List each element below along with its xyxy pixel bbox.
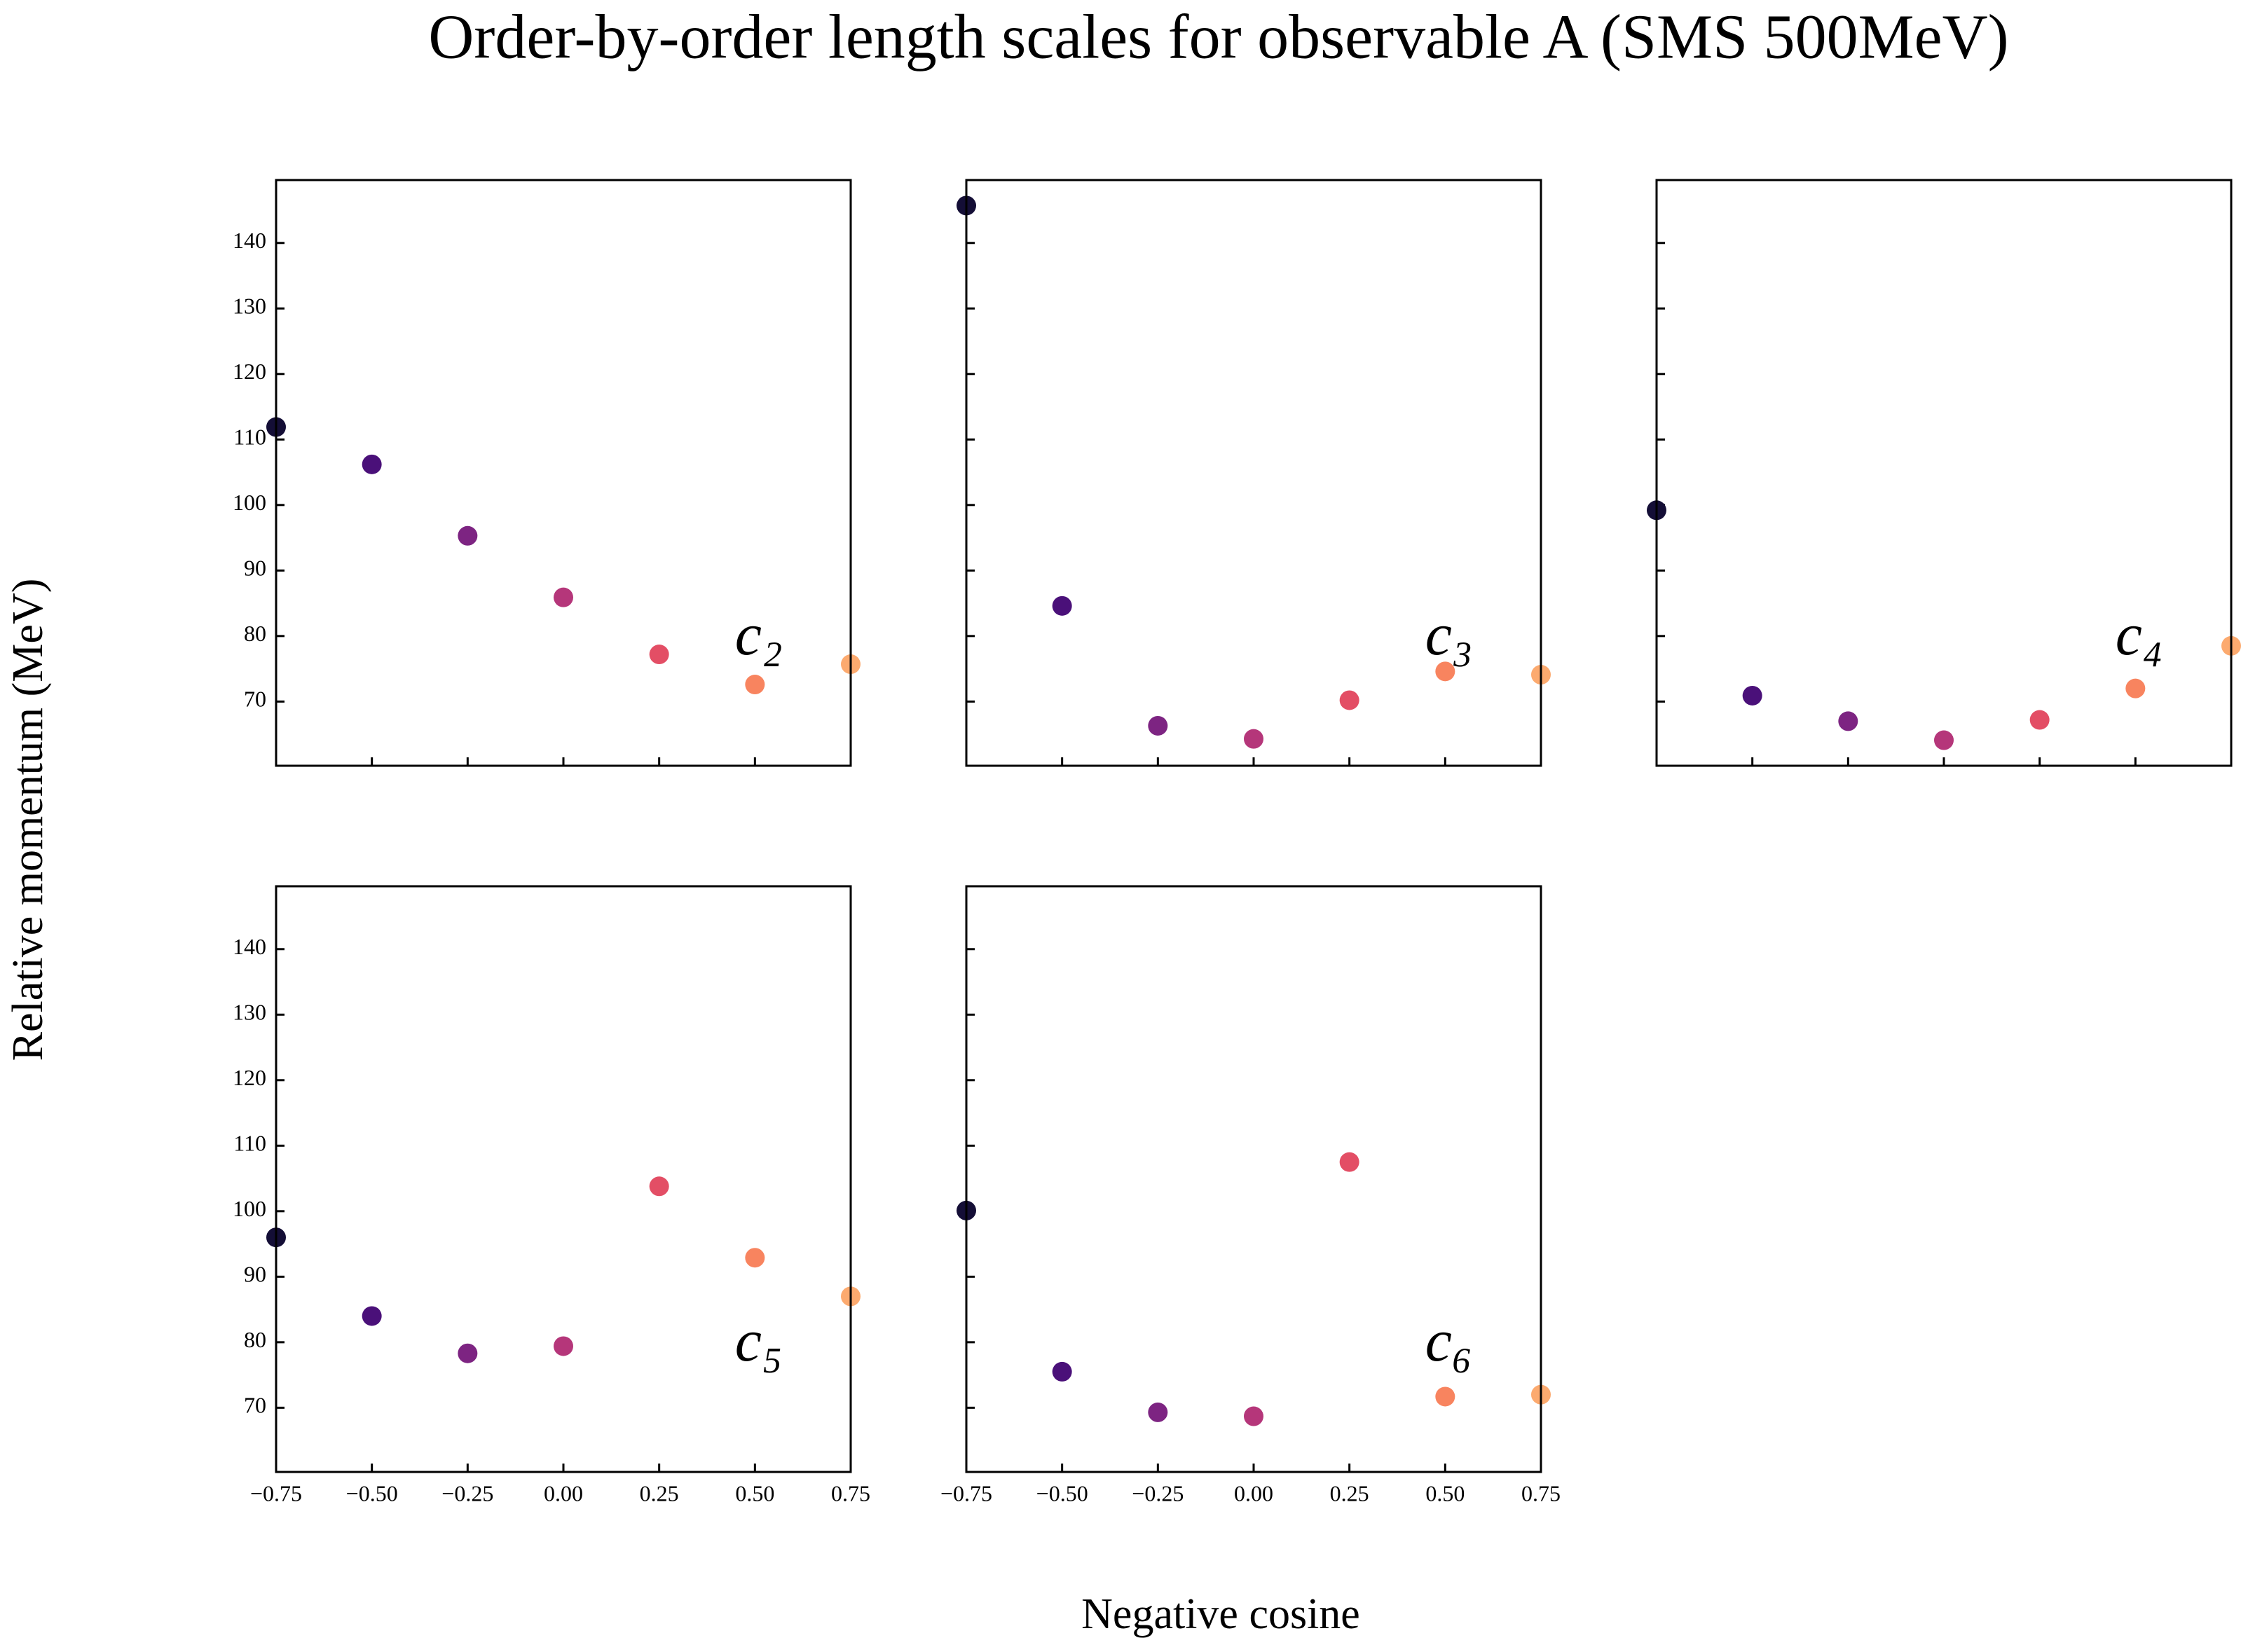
point xyxy=(1052,1361,1072,1382)
axes-frame xyxy=(275,179,852,767)
figure-title: Order-by-order length scales for observa… xyxy=(428,3,2008,72)
point xyxy=(1435,661,1455,682)
y-tick-label: 70 xyxy=(244,1393,266,1418)
x-tick-label: −0.50 xyxy=(346,1480,398,1506)
y-tick-label: 140 xyxy=(233,934,266,959)
point xyxy=(1934,730,1954,750)
order-label: c₄ xyxy=(2116,600,2163,668)
order-label: c₃ xyxy=(1425,600,1473,668)
subplot: c₄ xyxy=(1647,179,2241,767)
point xyxy=(458,1343,478,1363)
y-tick-label: 110 xyxy=(233,425,266,450)
x-tick-label: −0.75 xyxy=(940,1480,992,1506)
points xyxy=(957,195,1551,749)
x-tick-label: 0.25 xyxy=(1330,1480,1369,1506)
points xyxy=(957,1152,1551,1426)
axes-frame xyxy=(275,885,852,1473)
point xyxy=(1742,685,1762,705)
point xyxy=(2125,678,2146,698)
y-tick-label: 90 xyxy=(244,1262,266,1287)
point xyxy=(362,454,382,474)
x-tick-label: 0.50 xyxy=(1425,1480,1465,1506)
x-axis-label: Negative cosine xyxy=(1081,1590,1360,1638)
y-tick-label: 70 xyxy=(244,687,266,712)
subplot: 70 80 90 100 110 120 130 140 c₂ xyxy=(233,179,861,767)
point xyxy=(1339,1152,1359,1172)
y-tick-label: 130 xyxy=(233,1000,266,1025)
x-tick-label: −0.50 xyxy=(1036,1480,1088,1506)
y-tick-label: 140 xyxy=(233,228,266,253)
point xyxy=(554,1336,573,1356)
y-tick-label: 80 xyxy=(244,1327,266,1352)
point xyxy=(1339,690,1359,710)
y-tick-label: 120 xyxy=(233,1065,266,1090)
y-tick-label: 100 xyxy=(233,1196,266,1221)
order-label: c₆ xyxy=(1425,1307,1473,1374)
y-tick-label: 110 xyxy=(233,1131,266,1156)
y-tick-label: 90 xyxy=(244,556,266,581)
points xyxy=(266,1176,861,1363)
y-axis-label: Relative momentum (MeV) xyxy=(4,579,52,1061)
axes-frame xyxy=(1655,179,2233,767)
x-tick-label: −0.25 xyxy=(1132,1480,1184,1506)
subplot: 70 80 90 100 110 120 130 140 −0.75 −0.50 −0.25 0.00… xyxy=(233,885,870,1506)
x-tick-label: 0.00 xyxy=(544,1480,583,1506)
point xyxy=(649,645,669,665)
y-tick-label: 120 xyxy=(233,359,266,384)
subplot: −0.75 −0.50 −0.25 0.00 0.25 0.50 0.75 c₆ xyxy=(940,885,1561,1506)
x-tick-label: 0.50 xyxy=(735,1480,774,1506)
x-tick-label: 0.00 xyxy=(1234,1480,1273,1506)
point xyxy=(1244,729,1263,749)
x-tick-label: −0.75 xyxy=(250,1480,302,1506)
x-tick-label: 0.25 xyxy=(640,1480,679,1506)
point xyxy=(649,1176,669,1197)
y-tick-label: 80 xyxy=(244,621,266,646)
order-label: c₂ xyxy=(735,600,783,668)
point xyxy=(1052,596,1072,616)
axes-frame xyxy=(965,885,1542,1473)
point xyxy=(1435,1386,1455,1407)
point xyxy=(1148,1402,1168,1422)
x-tick-label: 0.75 xyxy=(1521,1480,1561,1506)
points xyxy=(1647,500,2241,750)
point xyxy=(458,525,478,546)
point xyxy=(362,1306,382,1326)
axes-frame xyxy=(965,179,1542,767)
point xyxy=(1148,715,1168,736)
point xyxy=(745,675,765,695)
order-label: c₅ xyxy=(735,1307,783,1374)
point xyxy=(1838,711,1858,731)
point xyxy=(2029,710,2050,730)
points xyxy=(266,417,861,695)
x-tick-label: 0.75 xyxy=(831,1480,870,1506)
x-tick-label: −0.25 xyxy=(441,1480,493,1506)
point xyxy=(745,1248,765,1268)
point xyxy=(1244,1406,1263,1426)
y-tick-label: 130 xyxy=(233,294,266,319)
subplot: c₃ xyxy=(957,179,1551,767)
point xyxy=(554,587,573,607)
y-tick-label: 100 xyxy=(233,490,266,515)
